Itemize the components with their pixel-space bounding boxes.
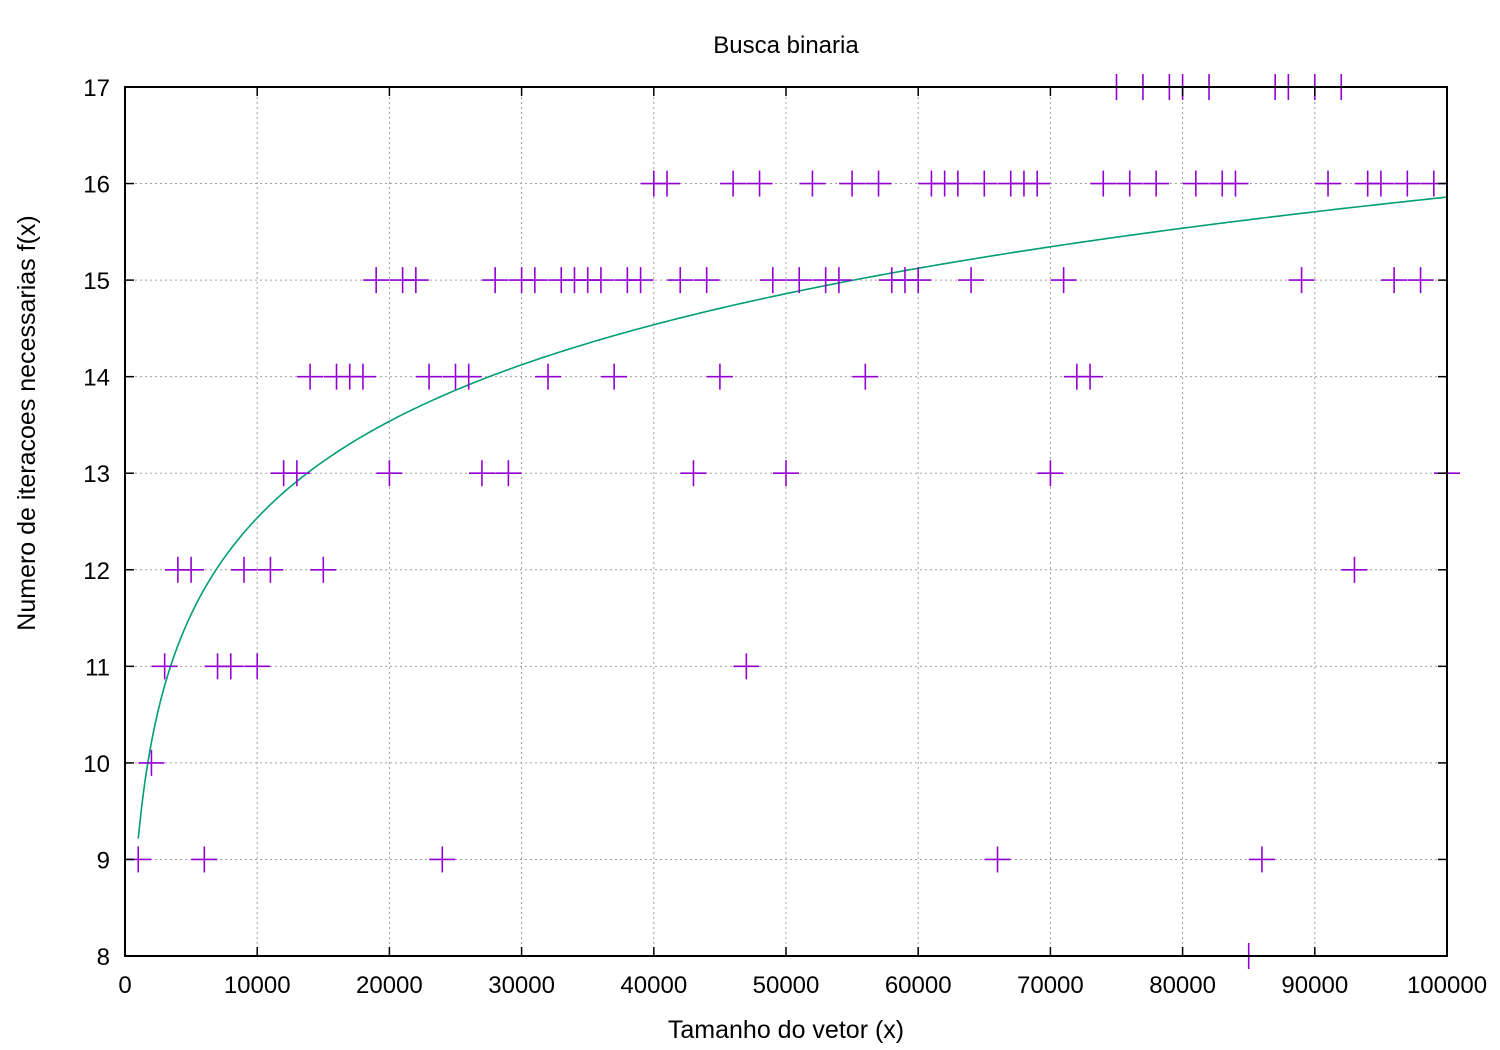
data-point bbox=[720, 170, 747, 197]
data-point bbox=[958, 267, 985, 294]
data-point bbox=[283, 460, 310, 487]
data-point bbox=[865, 170, 892, 197]
data-point bbox=[310, 556, 337, 583]
data-point bbox=[1248, 846, 1275, 873]
data-point bbox=[1381, 267, 1408, 294]
data-point bbox=[852, 363, 879, 390]
axis-ticks bbox=[124, 86, 1448, 957]
data-point bbox=[1024, 170, 1051, 197]
x-tick-label: 70000 bbox=[1017, 972, 1084, 999]
data-point bbox=[786, 267, 813, 294]
data-point bbox=[468, 460, 495, 487]
y-tick-label: 9 bbox=[97, 847, 110, 874]
x-tick-labels: 0 10000 20000 30000 40000 50000 60000 70000 8000… bbox=[118, 972, 1487, 999]
x-tick-label: 50000 bbox=[753, 972, 820, 999]
data-point bbox=[1116, 170, 1143, 197]
data-point bbox=[297, 363, 324, 390]
data-point bbox=[1222, 170, 1249, 197]
data-point bbox=[759, 267, 786, 294]
x-tick-label: 80000 bbox=[1149, 972, 1216, 999]
data-point bbox=[363, 267, 390, 294]
data-point bbox=[839, 170, 866, 197]
data-point bbox=[257, 556, 284, 583]
data-point bbox=[1341, 556, 1368, 583]
data-point bbox=[984, 846, 1011, 873]
data-point bbox=[587, 267, 614, 294]
data-point bbox=[944, 170, 971, 197]
data-point bbox=[1182, 170, 1209, 197]
x-tick-label: 40000 bbox=[620, 972, 687, 999]
y-tick-label: 12 bbox=[83, 558, 110, 585]
data-point bbox=[746, 170, 773, 197]
data-point bbox=[706, 363, 733, 390]
data-point bbox=[1288, 267, 1315, 294]
data-point bbox=[217, 653, 244, 680]
data-point bbox=[680, 460, 707, 487]
data-point bbox=[416, 363, 443, 390]
x-tick-label: 90000 bbox=[1281, 972, 1348, 999]
chart-title: Busca binaria bbox=[713, 32, 859, 59]
y-tick-label: 14 bbox=[83, 365, 110, 392]
y-tick-label: 16 bbox=[83, 172, 110, 199]
data-point bbox=[905, 267, 932, 294]
data-point bbox=[627, 267, 654, 294]
data-point bbox=[971, 170, 998, 197]
y-tick-label: 10 bbox=[83, 751, 110, 778]
fit-curve-layer bbox=[137, 196, 1448, 839]
data-point bbox=[429, 846, 456, 873]
data-point bbox=[825, 267, 852, 294]
data-point bbox=[521, 267, 548, 294]
x-tick-label: 10000 bbox=[224, 972, 291, 999]
data-point bbox=[495, 460, 522, 487]
fit-curve bbox=[137, 196, 1448, 839]
data-point bbox=[230, 556, 257, 583]
data-point bbox=[138, 749, 165, 776]
data-point bbox=[1090, 170, 1117, 197]
x-tick-label: 60000 bbox=[885, 972, 952, 999]
y-tick-labels: 8 9 10 11 12 13 14 15 16 17 bbox=[83, 75, 110, 971]
data-point bbox=[693, 267, 720, 294]
data-point bbox=[151, 653, 178, 680]
data-point bbox=[482, 267, 509, 294]
y-axis-title: Numero de iteracoes necessarias f(x) bbox=[13, 215, 41, 630]
x-axis-title: Tamanho do vetor (x) bbox=[668, 1016, 904, 1044]
data-point bbox=[1315, 170, 1342, 197]
x-tick-label: 30000 bbox=[488, 972, 555, 999]
data-point bbox=[799, 170, 826, 197]
data-point bbox=[654, 170, 681, 197]
data-point bbox=[376, 460, 403, 487]
data-point bbox=[773, 460, 799, 487]
x-tick-label: 0 bbox=[118, 972, 131, 999]
data-point bbox=[191, 846, 218, 873]
y-tick-label: 13 bbox=[83, 461, 110, 488]
data-point bbox=[1077, 363, 1104, 390]
data-point bbox=[601, 363, 628, 390]
data-point bbox=[455, 363, 482, 390]
data-point bbox=[535, 363, 562, 390]
x-tick-label: 20000 bbox=[356, 972, 423, 999]
y-tick-label: 15 bbox=[83, 268, 110, 295]
y-tick-label: 11 bbox=[85, 654, 110, 681]
data-point bbox=[1037, 460, 1064, 487]
data-point bbox=[1407, 267, 1434, 294]
data-point bbox=[667, 267, 694, 294]
data-point bbox=[1394, 170, 1421, 197]
data-point bbox=[402, 267, 429, 294]
data-point bbox=[244, 653, 271, 680]
x-tick-label: 100000 bbox=[1407, 972, 1487, 999]
y-tick-label: 8 bbox=[97, 944, 110, 971]
data-point bbox=[1050, 267, 1077, 294]
data-point bbox=[733, 653, 760, 680]
data-point bbox=[1367, 170, 1394, 197]
y-tick-label: 17 bbox=[83, 75, 110, 102]
data-point bbox=[178, 556, 205, 583]
data-point bbox=[349, 363, 376, 390]
data-point bbox=[1143, 170, 1170, 197]
